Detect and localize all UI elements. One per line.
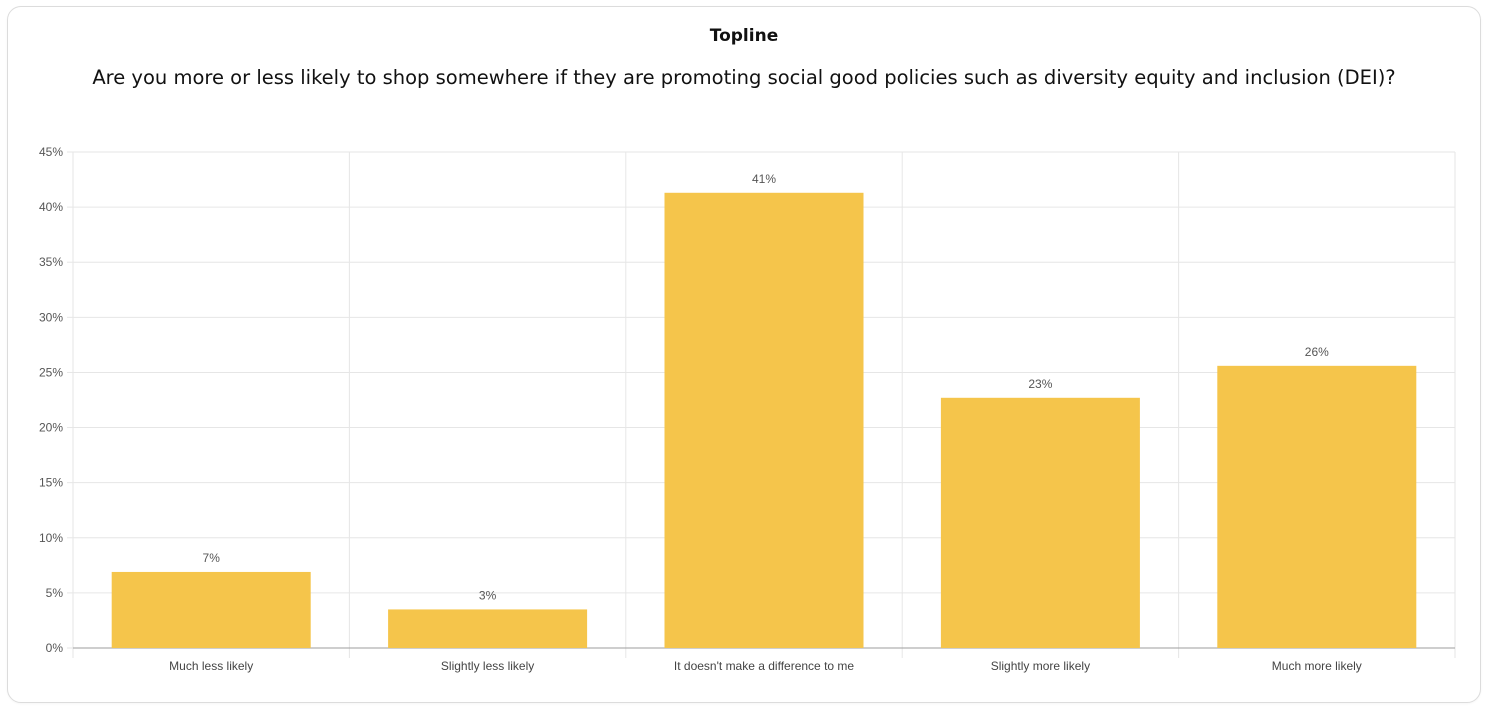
bars xyxy=(111,192,1417,648)
x-tick-label: Slightly less likely xyxy=(441,659,534,673)
bar-value-label: 3% xyxy=(479,588,497,602)
bar[interactable] xyxy=(111,571,311,648)
bar-value-label: 41% xyxy=(752,172,776,186)
bar[interactable] xyxy=(1217,365,1417,648)
y-tick-label: 45% xyxy=(39,145,63,159)
x-tick-label: Much more likely xyxy=(1272,659,1362,673)
y-tick-label: 40% xyxy=(39,200,63,214)
labels: 0% 5% 10% 15% 20% 25% 30% 35% 40% 45% 7% Much less … xyxy=(39,145,1362,673)
bar-value-label: 26% xyxy=(1305,345,1329,359)
y-tick-label: 25% xyxy=(39,365,63,379)
bar-value-label: 7% xyxy=(203,551,221,565)
bar-value-label: 23% xyxy=(1028,377,1052,391)
y-tick-label: 15% xyxy=(39,476,63,490)
y-tick-label: 10% xyxy=(39,531,63,545)
x-tick-label: Much less likely xyxy=(169,659,253,673)
bar[interactable] xyxy=(388,609,588,648)
y-tick-label: 35% xyxy=(39,255,63,269)
y-tick-label: 0% xyxy=(46,641,64,655)
y-tick-label: 5% xyxy=(46,586,64,600)
bar[interactable] xyxy=(664,192,864,648)
chart-title: Topline xyxy=(709,26,779,46)
bar[interactable] xyxy=(940,397,1140,648)
y-tick-label: 30% xyxy=(39,310,63,324)
y-tick-label: 20% xyxy=(39,421,63,435)
chart-subtitle: Are you more or less likely to shop some… xyxy=(92,66,1396,89)
x-tick-label: Slightly more likely xyxy=(991,659,1090,673)
x-tick-label: It doesn't make a difference to me xyxy=(674,659,854,673)
